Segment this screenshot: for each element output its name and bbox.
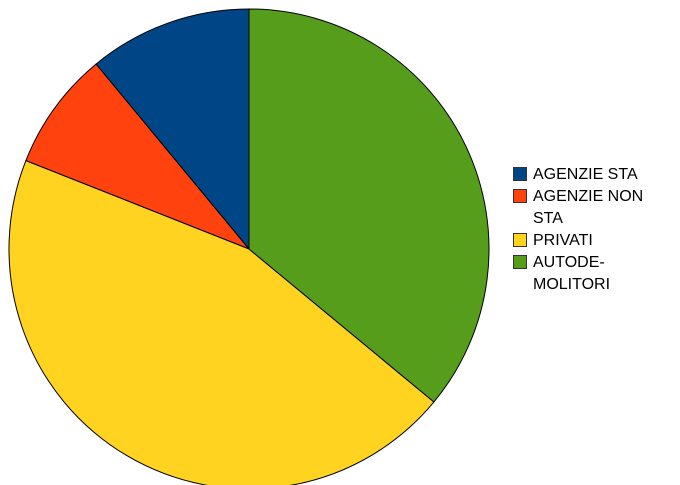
pie-slice-1 (25, 63, 250, 250)
pie-slice-2 (8, 160, 435, 485)
legend: AGENZIE STA AGENZIE NON STA PRIVATI AUTO… (513, 164, 643, 296)
legend-swatch-autodemolitori (513, 255, 527, 269)
legend-label-privati: PRIVATI (533, 232, 593, 249)
legend-swatch-agenzie-sta (513, 167, 527, 181)
pie-slice-3 (248, 8, 490, 403)
legend-item-privati: PRIVATI (513, 230, 643, 252)
legend-item-autodemolitori: AUTODE- MOLITORI (513, 252, 643, 296)
pie-slice-0 (95, 8, 250, 251)
legend-swatch-agenzie-non-sta (513, 189, 527, 203)
legend-item-agenzie-non-sta: AGENZIE NON STA (513, 186, 643, 230)
pie-chart (8, 8, 490, 485)
legend-item-agenzie-sta: AGENZIE STA (513, 164, 643, 186)
legend-label-agenzie-non-sta: AGENZIE NON STA (533, 188, 644, 227)
legend-swatch-privati (513, 233, 527, 247)
legend-label-agenzie-sta: AGENZIE STA (533, 166, 638, 183)
legend-label-autodemolitori: AUTODE- MOLITORI (533, 254, 611, 293)
